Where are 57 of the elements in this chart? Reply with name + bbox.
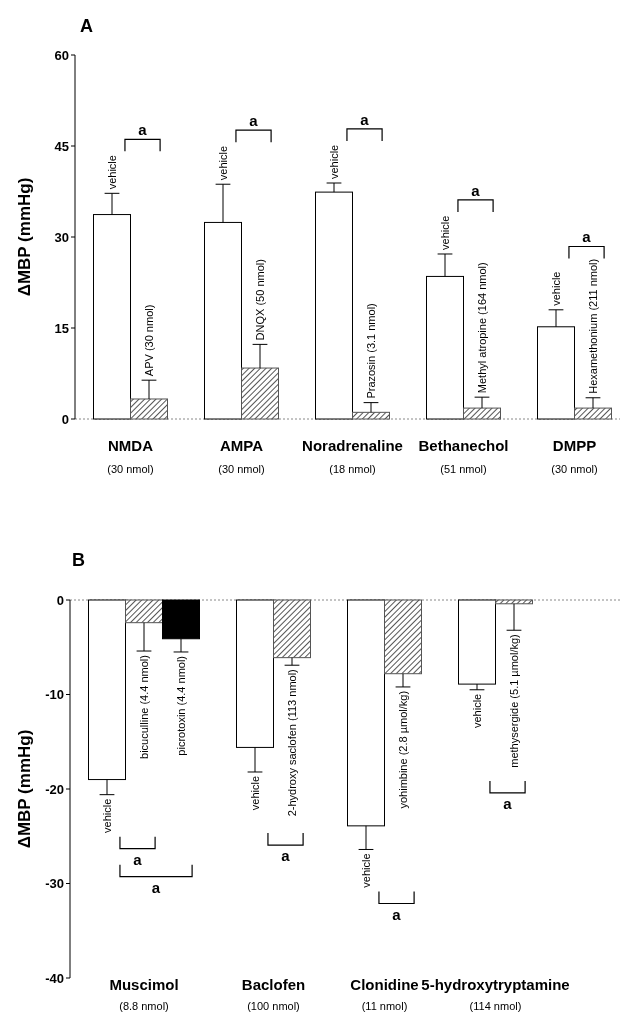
x-tick-label: Muscimol (8.8 nmol) [109,976,179,1012]
x-tick-label: Bethanechol (51 nmol) [418,437,509,475]
chart-title: A [80,16,93,36]
x-tick-label: DMPP (30 nmol) [551,437,598,475]
annotation: Hexamethonium (211 nmol) [587,258,599,394]
annotation: a [360,110,370,128]
bar [463,407,501,420]
y-axis-title: ΔMBP (mmHg) [15,729,34,849]
y-tick-label: 0 [56,592,64,608]
text: vehicle [471,693,483,729]
x-tick-label: Baclofen (100 nmol) [241,976,306,1012]
text: vehicle [439,215,451,250]
text: vehicle [101,798,113,833]
annotation: yohimbine (2.8 µmol/kg) [397,690,409,809]
annotation: a [582,228,592,246]
annotation: a [471,181,481,199]
text: vehicle [360,853,372,888]
annotation: a [281,847,291,865]
annotation: a [133,850,143,868]
y-axis-title: ΔMBP (mmHg) [15,177,34,297]
y-tick-label: 45 [54,138,69,154]
annotation: DNQX (50 nmol) [254,259,266,341]
chart-title: B [72,550,85,570]
x-tick-label: Clonidine (11 nmol) [350,976,419,1012]
text: vehicle [106,155,118,190]
annotation: Prazosin (3.1 nmol) [365,303,377,399]
x-tick-label: NMDA (30 nmol) [107,437,154,475]
y-tick-label: 60 [54,47,69,63]
y-tick-label: -40 [45,970,64,986]
annotation: a [249,112,259,130]
annotation: 2-hydroxy saclofen (113 nmol) [286,669,298,817]
x-tick-label: AMPA (30 nmol) [218,437,265,475]
y-tick-label: 30 [54,229,69,245]
bar [352,411,390,420]
text: vehicle [217,145,229,181]
annotation: a [392,905,402,923]
annotation: bicuculline (4.4 nmol) [138,655,150,759]
annotation: picrotoxin (4.4 nmol) [175,655,187,756]
annotation: APV (30 nmol) [143,304,155,377]
y-tick-label: 0 [61,411,69,427]
y-tick-label: -20 [45,781,64,797]
annotation: a [151,878,161,896]
text: vehicle [328,144,340,180]
y-tick-label: -30 [45,876,64,891]
x-tick-label: Noradrenaline (18 nmol) [302,437,403,475]
x-tick-label: 5-hydroxytryptamine (114 nmol) [421,976,570,1012]
annotation: methysergide (5.1 µmol/kg) [508,634,520,768]
bar [241,367,279,420]
annotation: a [503,794,513,812]
bar [130,398,168,420]
y-tick-label: 15 [54,320,69,336]
text: vehicle [249,775,261,811]
y-tick-label: -10 [45,687,64,702]
text: vehicle [550,271,562,306]
bar [574,407,612,420]
annotation: a [138,121,148,139]
annotation: Methyl atropine (164 nmol) [476,262,488,394]
